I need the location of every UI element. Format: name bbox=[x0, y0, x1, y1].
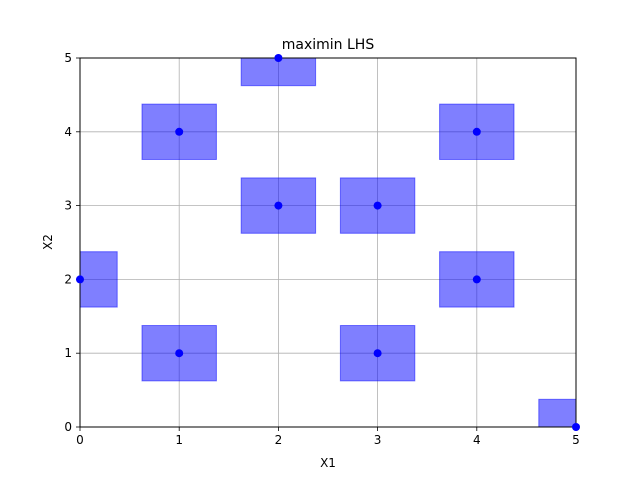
data-point bbox=[472, 275, 481, 284]
x-tick-label: 2 bbox=[275, 433, 283, 447]
x-tick-label: 1 bbox=[175, 433, 183, 447]
y-tick-label: 2 bbox=[64, 272, 72, 286]
y-tick-label: 0 bbox=[64, 420, 72, 434]
y-tick-label: 1 bbox=[64, 346, 72, 360]
data-point bbox=[373, 201, 382, 210]
data-point bbox=[76, 275, 84, 284]
x-tick-label: 0 bbox=[76, 433, 84, 447]
data-point bbox=[373, 349, 382, 358]
boxes bbox=[80, 58, 576, 427]
x-axis-label: X1 bbox=[320, 456, 336, 470]
y-axis-label: X2 bbox=[41, 234, 55, 250]
chart-title: maximin LHS bbox=[282, 37, 375, 53]
y-tick-label: 5 bbox=[64, 51, 72, 65]
x-tick-label: 4 bbox=[473, 433, 481, 447]
points bbox=[76, 54, 580, 431]
plot-frame bbox=[79, 57, 577, 428]
data-point bbox=[572, 423, 580, 431]
data-point bbox=[175, 127, 184, 136]
data-point bbox=[472, 127, 481, 136]
axes bbox=[79, 57, 577, 428]
ticks: 0 1 2 3 4 5 0 1 2 3 4 5 bbox=[64, 51, 579, 447]
data-point bbox=[274, 201, 283, 210]
x-tick-label: 5 bbox=[572, 433, 580, 447]
y-tick-label: 4 bbox=[64, 125, 72, 139]
x-tick-label: 3 bbox=[374, 433, 382, 447]
y-tick-label: 3 bbox=[64, 199, 72, 213]
data-point bbox=[175, 349, 184, 358]
data-point bbox=[274, 54, 283, 62]
cell-box bbox=[80, 251, 118, 308]
cell-box bbox=[240, 58, 317, 87]
